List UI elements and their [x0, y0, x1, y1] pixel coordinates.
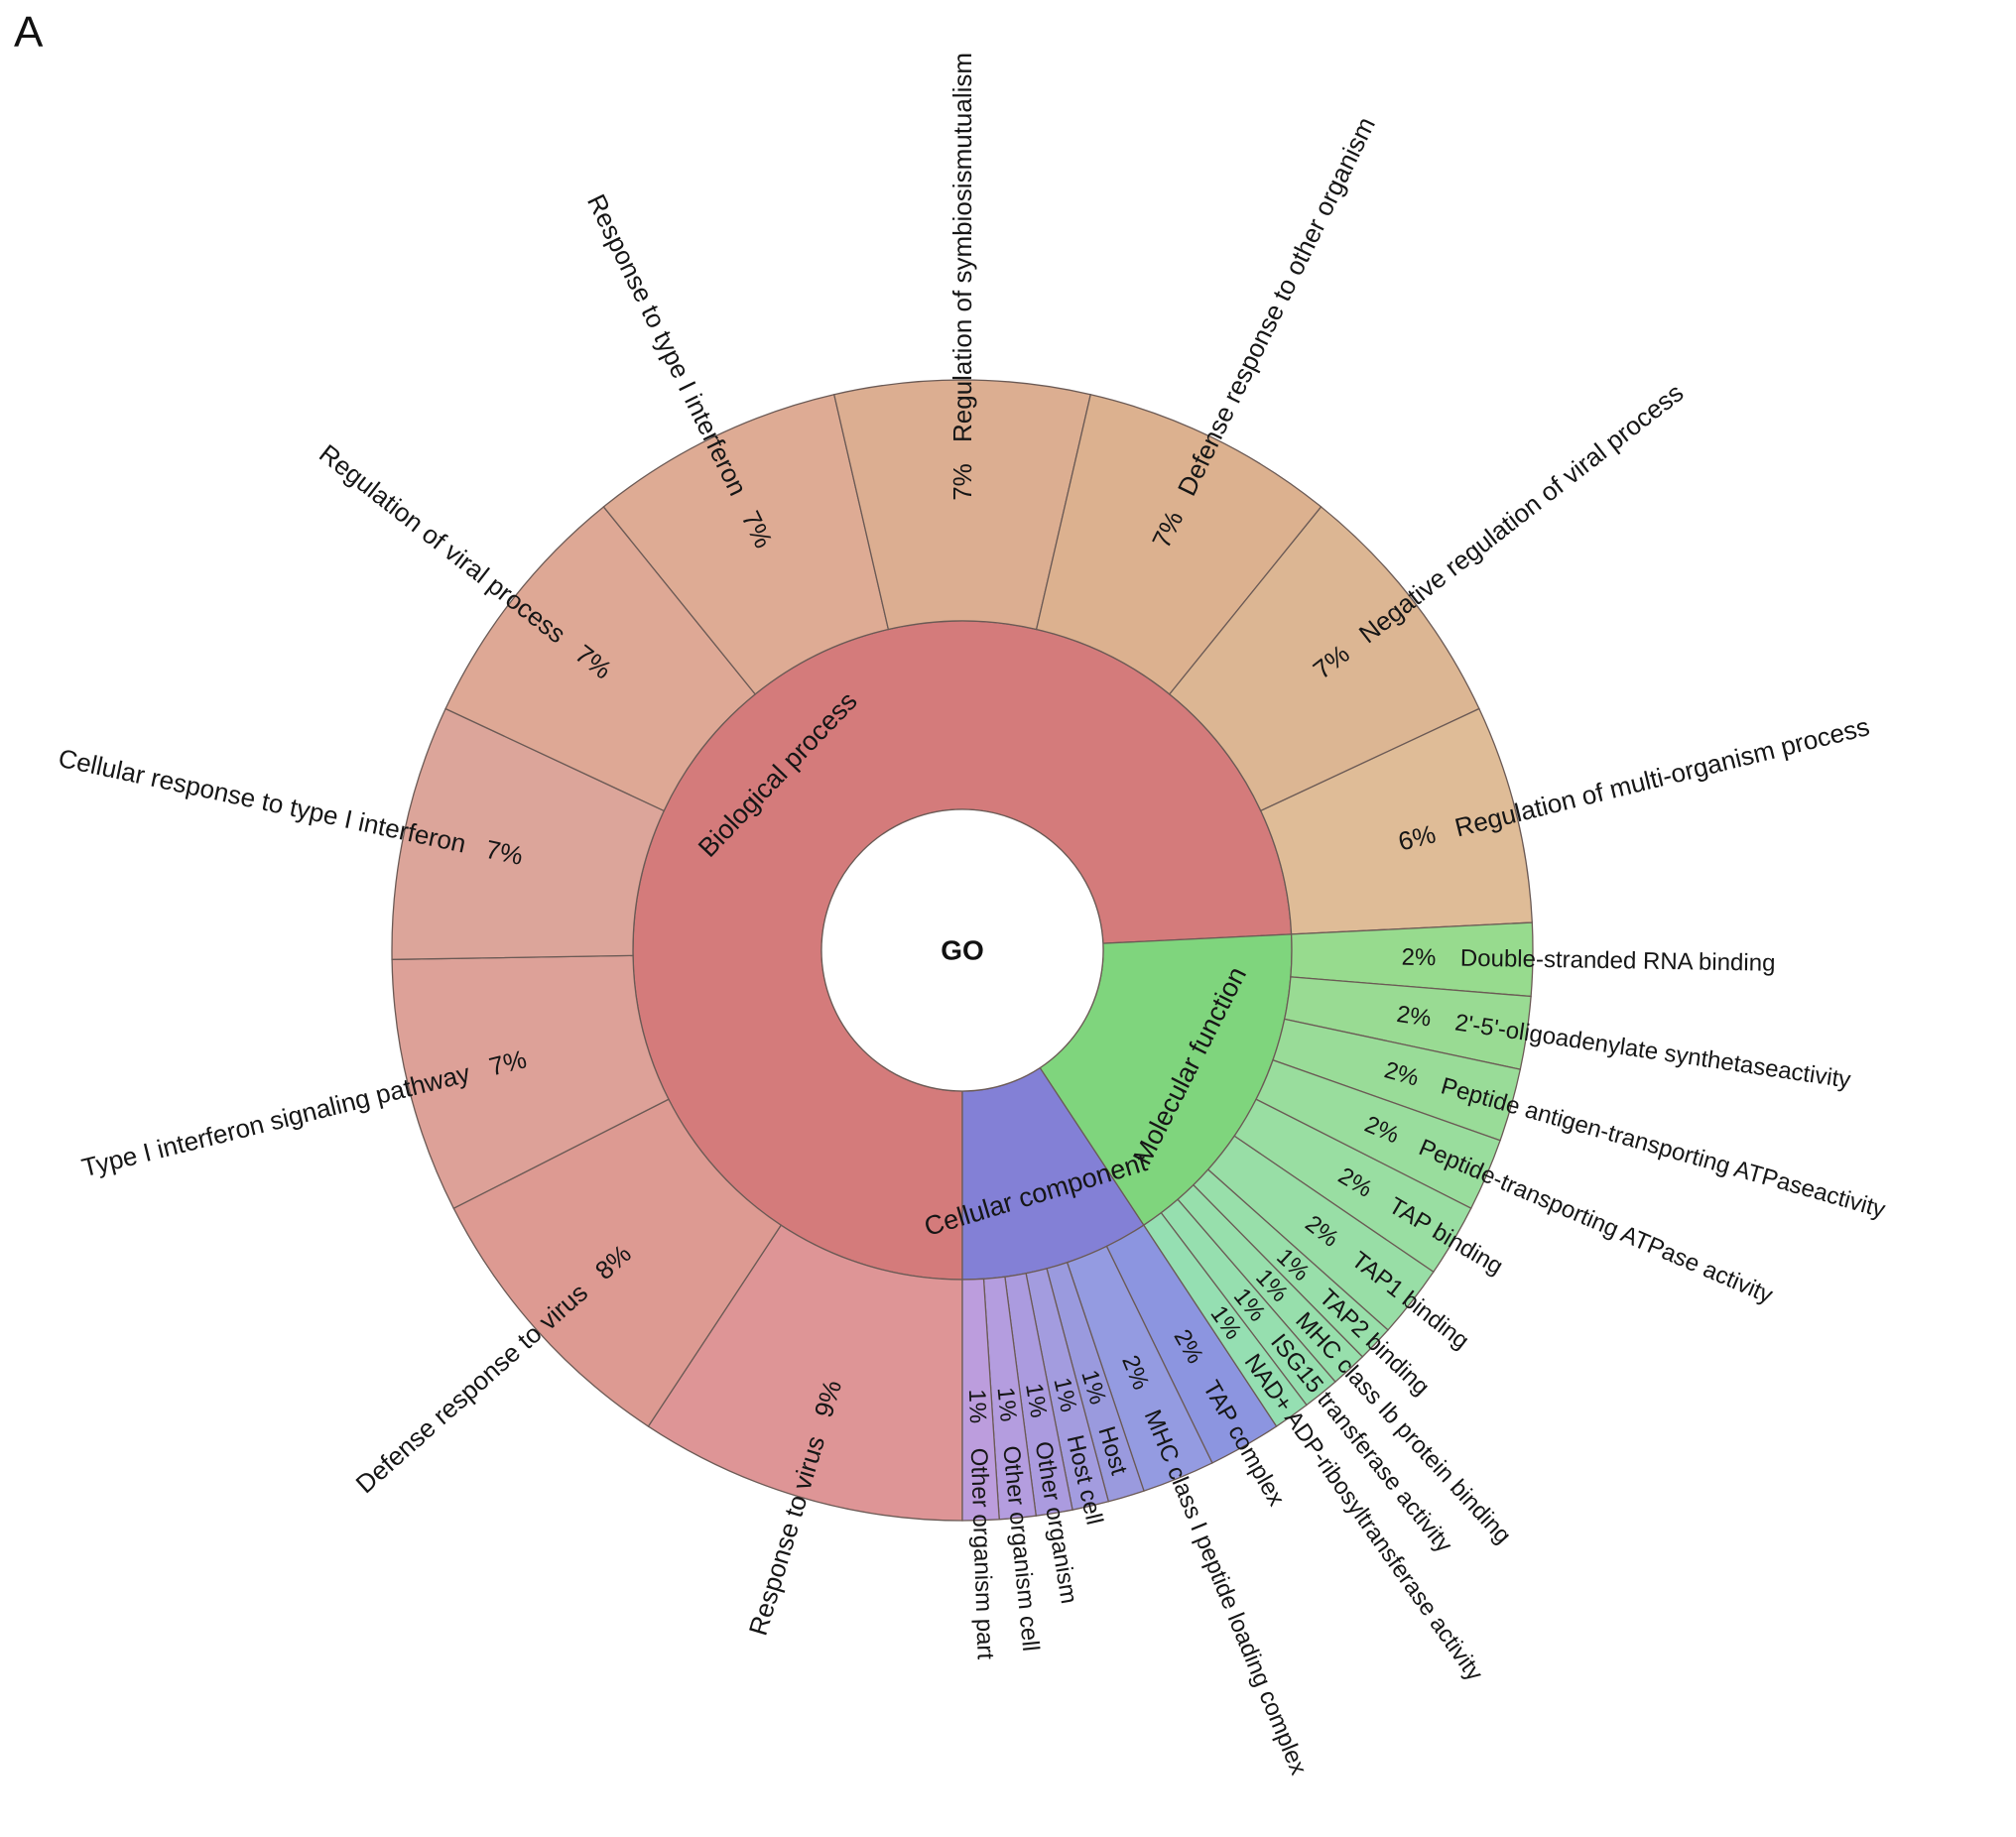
pct-label-other-organism: 1% [1020, 1382, 1052, 1420]
segment-2-5-oligoadenylate-synthetaseactivity [1283, 976, 1532, 1070]
segment-defense-response-to-other-organism [1035, 393, 1323, 695]
sunburst-rings [391, 379, 1534, 1522]
segment-isg15-transferase-activity [1160, 1198, 1336, 1407]
segment-negative-regulation-of-viral-process [1168, 506, 1480, 812]
segment-nad-adp-ribosyltransferase-activity [1142, 1211, 1308, 1427]
segment-response-to-type-i-interferon [602, 393, 890, 695]
segment-mhc-class-ib-protein-binding [1177, 1183, 1364, 1384]
segment-label-regulation-of-multi-organism-process: Regulation of multi-organism process [1451, 711, 1872, 842]
segment-peptide-transporting-atpase-activity [1255, 1058, 1501, 1210]
pct-label-double-stranded-rna-binding: 2% [1401, 944, 1436, 972]
segment-mhc-class-i-peptide-loading-complex [1066, 1245, 1213, 1492]
center-label: GO [941, 935, 984, 966]
pct-label-2-5-oligoadenylate-synthetaseactivity: 2% [1395, 1001, 1433, 1033]
segment-peptide-antigen-transporting-atpaseactivity [1272, 1018, 1522, 1142]
segment-regulation-of-multi-organism-process [1259, 707, 1534, 935]
segment-host [1046, 1261, 1145, 1503]
segment-double-stranded-rna-binding [1290, 921, 1534, 998]
segment-label-double-stranded-rna-binding: Double-stranded RNA binding [1460, 945, 1776, 977]
segment-regulation-of-symbiosismutualism [832, 379, 1092, 631]
pct-label-other-organism-part: 1% [963, 1389, 991, 1424]
panel-label: A [14, 8, 44, 57]
pct-label-regulation-of-symbiosismutualism: 7% [947, 463, 977, 501]
segment-tap-binding [1233, 1098, 1472, 1274]
segment-tap1-binding [1206, 1135, 1435, 1331]
segment-host-cell [1025, 1268, 1110, 1511]
segment-label-type-i-interferon-signaling-pathway: Type I interferon signaling pathway [78, 1058, 472, 1183]
center-hole [820, 808, 1104, 1092]
segment-label-mhc-class-i-peptide-loading-complex: MHC class I peptide loading complex [1139, 1406, 1313, 1778]
segment-label-defense-response-to-other-organism: Defense response to other organism [1172, 112, 1381, 500]
segment-tap-complex [1105, 1224, 1278, 1464]
segment-other-organism-cell [982, 1276, 1038, 1521]
segment-other-organism [1004, 1272, 1073, 1517]
segment-other-organism-part [961, 1278, 1000, 1522]
segment-label-defense-response-to-virus: Defense response to virus [350, 1278, 593, 1500]
segment-label-negative-regulation-of-viral-process: Negative regulation of viral process [1353, 377, 1689, 649]
segment-regulation-of-viral-process [444, 506, 757, 812]
segment-label-response-to-type-i-interferon: Response to type I interferon [581, 189, 753, 500]
segment-label-regulation-of-viral-process: Regulation of viral process [314, 438, 571, 649]
segment-tap2-binding [1192, 1168, 1389, 1358]
segment-defense-response-to-virus [452, 1098, 783, 1427]
segment-label-regulation-of-symbiosismutualism: Regulation of symbiosismutualism [947, 53, 977, 442]
pct-label-other-organism-cell: 1% [992, 1386, 1022, 1422]
segment-type-i-interferon-signaling-pathway [391, 954, 670, 1210]
segment-cellular-response-to-type-i-interferon [391, 707, 666, 960]
segment-label-peptide-antigen-transporting-atpaseactivity: Peptide antigen-transporting ATPaseactiv… [1438, 1072, 1888, 1223]
segment-label-cellular-response-to-type-i-interferon: Cellular response to type I interferon [56, 743, 468, 859]
segment-label-other-organism-part: Other organism part [965, 1447, 999, 1660]
